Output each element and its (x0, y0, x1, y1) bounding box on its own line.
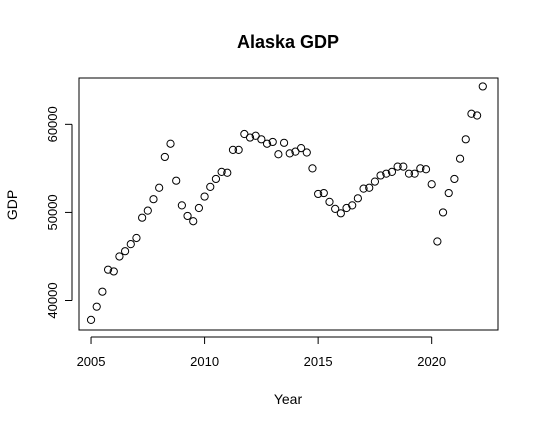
data-point (126, 240, 135, 249)
x-axis-label: Year (274, 391, 303, 407)
data-point (160, 152, 169, 162)
data-point (143, 206, 152, 215)
data-point (177, 201, 186, 210)
data-point (353, 194, 362, 203)
data-points (86, 82, 487, 324)
data-point (376, 171, 385, 180)
data-point (217, 167, 226, 177)
data-point (115, 252, 124, 261)
data-point (438, 208, 448, 217)
data-point (319, 188, 328, 198)
data-point (382, 169, 391, 178)
data-point (149, 195, 158, 204)
data-point (478, 82, 487, 91)
data-point (211, 174, 221, 184)
data-point (245, 133, 255, 142)
data-point (234, 145, 243, 154)
x-tick-label: 2005 (77, 354, 106, 369)
data-point (308, 164, 317, 173)
data-point (268, 137, 277, 147)
plot-frame (78, 77, 499, 331)
data-point (138, 213, 147, 222)
data-point (302, 148, 311, 157)
y-tick-label: 60000 (45, 106, 60, 142)
data-point (387, 167, 397, 177)
data-point (92, 302, 101, 311)
data-point (109, 267, 118, 276)
data-point (433, 237, 442, 246)
data-point (450, 174, 459, 184)
data-point (297, 144, 306, 153)
data-point (194, 203, 204, 213)
chart-title: Alaska GDP (237, 32, 339, 52)
data-point (183, 211, 192, 221)
data-point (257, 135, 266, 144)
data-point (331, 204, 340, 213)
data-point (314, 189, 323, 199)
data-point (427, 180, 436, 189)
data-point (444, 188, 453, 198)
data-point (166, 139, 175, 148)
data-point (285, 149, 294, 158)
data-point (206, 182, 215, 191)
data-point (365, 183, 374, 192)
data-point (155, 183, 164, 192)
y-tick-label: 50000 (45, 194, 60, 230)
y-axis: 40000 50000 60000 (45, 106, 73, 319)
data-point (410, 169, 419, 178)
data-point (473, 111, 482, 120)
data-point (416, 164, 425, 173)
data-point (228, 145, 238, 154)
data-point (121, 247, 130, 256)
data-point (132, 233, 141, 243)
data-point (86, 315, 96, 324)
data-point (189, 217, 198, 226)
x-axis: 2005 2010 2015 2020 (77, 336, 446, 369)
x-tick-label: 2010 (190, 354, 219, 369)
data-point (279, 138, 289, 147)
data-point (359, 184, 368, 193)
data-point (455, 154, 465, 163)
y-tick-label: 40000 (45, 282, 60, 318)
data-point (336, 209, 345, 218)
data-point (325, 197, 334, 206)
data-point (467, 109, 476, 118)
data-point (370, 177, 380, 186)
data-point (393, 162, 402, 171)
data-point (103, 265, 113, 274)
data-point (399, 162, 408, 171)
data-point (461, 135, 470, 144)
data-point (172, 176, 181, 185)
data-point (98, 287, 107, 296)
data-point (348, 201, 357, 210)
x-tick-label: 2015 (304, 354, 333, 369)
data-point (200, 192, 209, 201)
data-point (262, 139, 272, 148)
data-point (223, 168, 232, 177)
y-axis-label: GDP (4, 190, 20, 220)
data-point (274, 150, 283, 159)
data-point (421, 165, 431, 174)
x-tick-label: 2020 (417, 354, 446, 369)
data-point (404, 169, 414, 178)
